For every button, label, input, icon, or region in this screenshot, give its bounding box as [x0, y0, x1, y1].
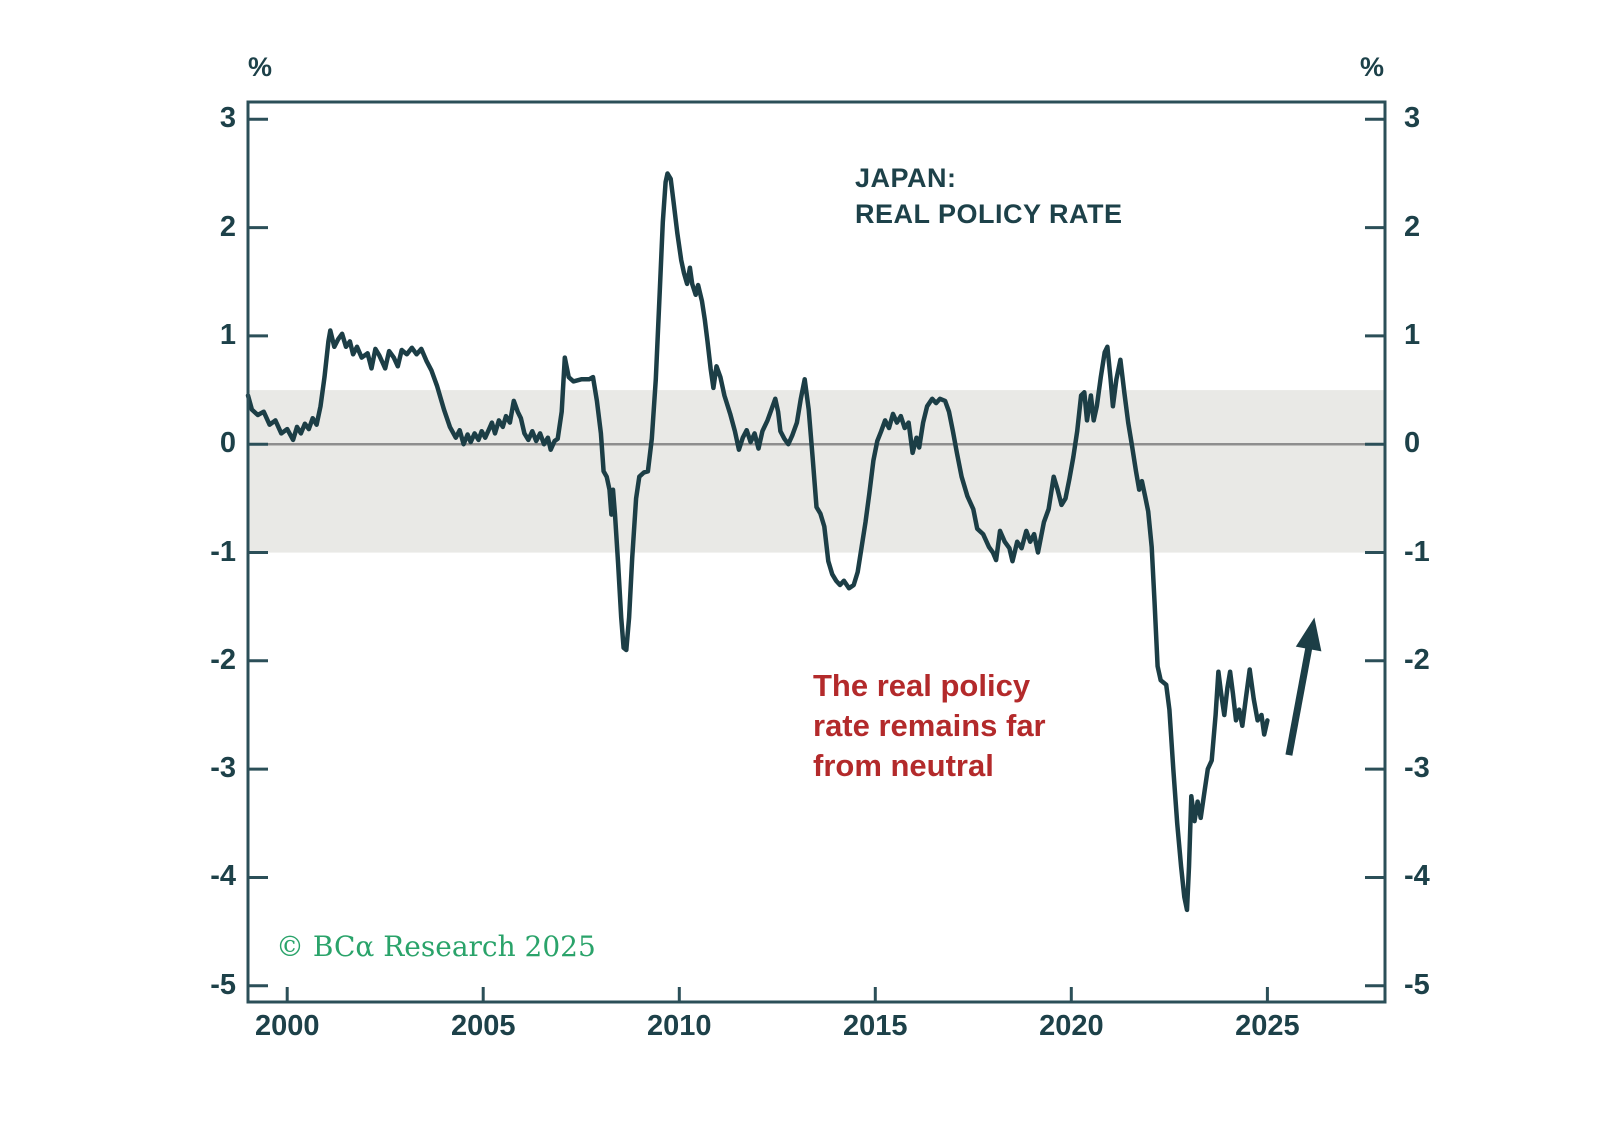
y-axis-label-right: -1: [1404, 535, 1430, 568]
chart-title-line2: REAL POLICY RATE: [855, 199, 1123, 229]
y-axis-label-left: 3: [219, 102, 236, 135]
y-axis-unit-left: %: [247, 52, 273, 82]
y-axis-label-right: 0: [1404, 427, 1421, 460]
x-axis-label: 2005: [450, 1010, 516, 1042]
plot-frame: [246, 100, 1387, 1004]
y-axis-label-right: -2: [1404, 643, 1430, 676]
annotation-line3: from neutral: [813, 748, 994, 783]
chart-title: JAPAN: REAL POLICY RATE: [855, 160, 1123, 232]
y-axis-label-left: 0: [219, 427, 236, 460]
copyright-text: © BCα Research 2025: [276, 930, 596, 963]
x-axis-label: 2000: [254, 1010, 320, 1042]
y-axis-label-right: 1: [1404, 318, 1421, 351]
neutral-band: [248, 390, 1385, 553]
x-axis-label: 2020: [1039, 1010, 1104, 1042]
series-real-policy-rate: [245, 171, 1270, 913]
y-axis-label-left: -4: [210, 860, 236, 893]
annotation-text: The real policy rate remains far from ne…: [813, 666, 1046, 786]
annotation-line1: The real policy: [813, 668, 1031, 703]
y-axis-label-right: 2: [1404, 210, 1421, 243]
y-axis-label-right: -4: [1404, 860, 1430, 893]
x-axis-label: 2010: [647, 1010, 712, 1042]
chart-title-line1: JAPAN:: [855, 163, 957, 193]
y-axis-label-left: -5: [210, 968, 236, 1001]
up-arrow-shaft: [1285, 642, 1314, 756]
y-axis-label-left: -2: [210, 643, 236, 676]
y-axis-label-left: 1: [219, 318, 236, 351]
y-axis-label-right: -3: [1404, 751, 1430, 784]
y-axis-unit-right: %: [1359, 52, 1385, 82]
y-axis-label-left: 2: [219, 210, 236, 243]
y-axis-label-left: -3: [210, 751, 236, 784]
annotation-line2: rate remains far: [813, 708, 1046, 743]
x-axis-label: 2025: [1235, 1010, 1300, 1042]
y-axis-label-right: 3: [1404, 102, 1421, 135]
x-axis-label: 2015: [843, 1010, 908, 1042]
y-axis-label-left: -1: [210, 535, 236, 568]
up-arrow-head: [1295, 617, 1322, 652]
y-axis-label-right: -5: [1404, 968, 1430, 1001]
